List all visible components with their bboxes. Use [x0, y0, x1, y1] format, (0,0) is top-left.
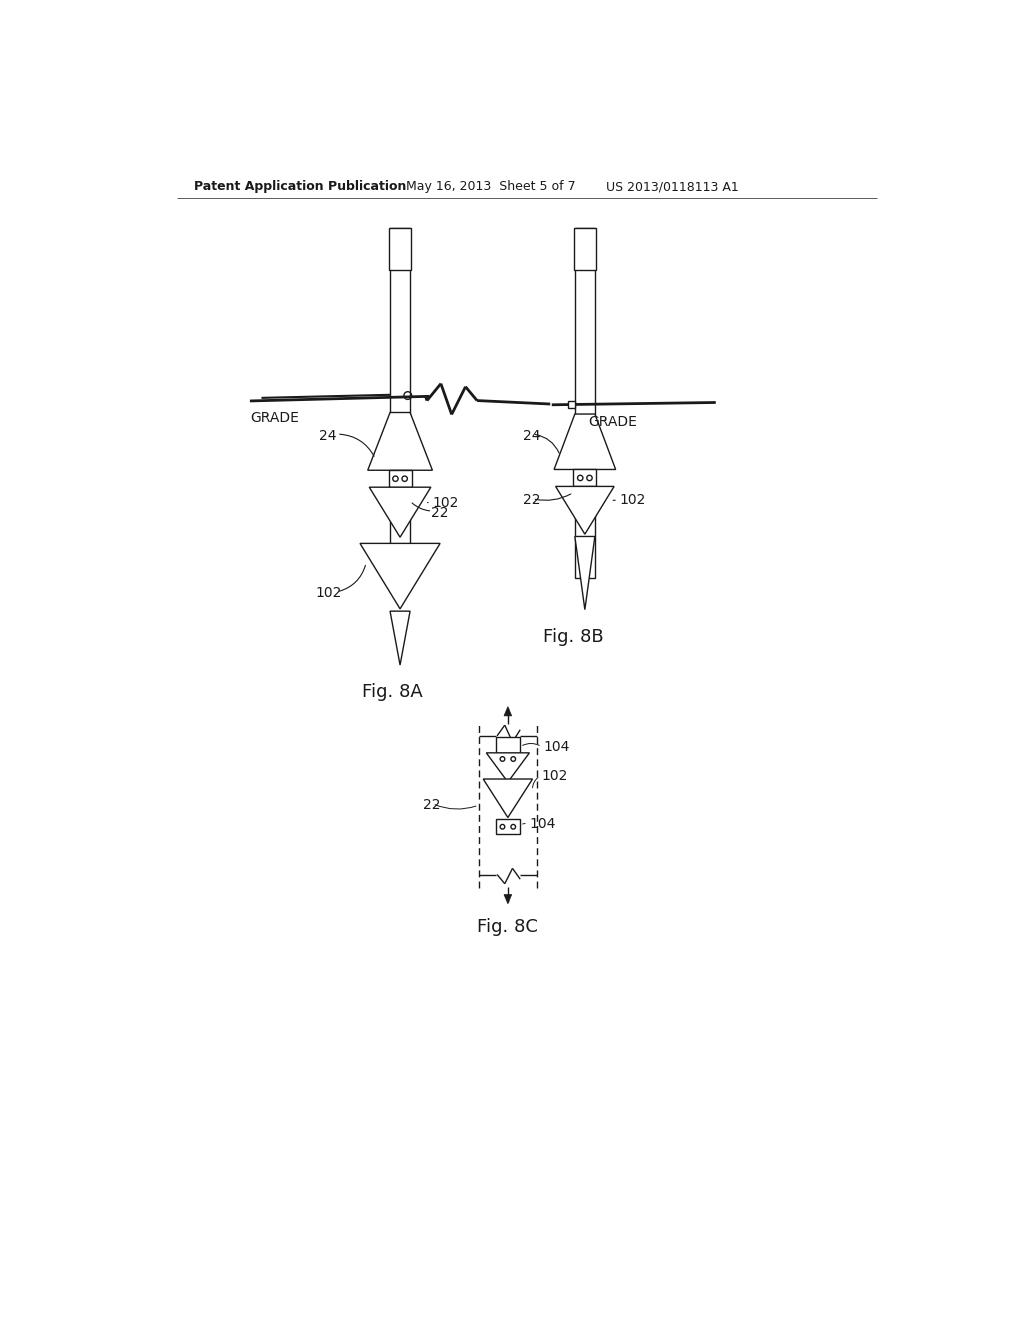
Polygon shape [360, 544, 440, 609]
Polygon shape [483, 779, 532, 817]
Text: 102: 102 [620, 494, 646, 507]
Bar [574, 228, 596, 271]
Polygon shape [504, 706, 512, 715]
Text: Patent Application Publication: Patent Application Publication [194, 181, 407, 194]
Text: 102: 102 [432, 495, 459, 510]
Polygon shape [556, 487, 614, 535]
Text: 104: 104 [544, 739, 569, 754]
Text: 22: 22 [431, 506, 449, 520]
Polygon shape [554, 414, 615, 470]
Polygon shape [390, 611, 410, 665]
Bar [573, 470, 596, 487]
Text: GRADE: GRADE [250, 411, 299, 425]
Bar [496, 818, 520, 834]
Text: 24: 24 [319, 429, 337, 442]
Polygon shape [486, 752, 529, 781]
Text: Fig. 8B: Fig. 8B [543, 627, 603, 645]
Text: Fig. 8C: Fig. 8C [477, 917, 539, 936]
Bar [389, 228, 411, 271]
Bar [388, 470, 412, 487]
Polygon shape [574, 536, 595, 610]
Text: Fig. 8A: Fig. 8A [362, 682, 423, 701]
Bar [574, 228, 595, 578]
Text: GRADE: GRADE [589, 414, 638, 429]
Polygon shape [368, 412, 432, 470]
Bar [496, 738, 520, 752]
Text: 104: 104 [529, 817, 556, 830]
Text: 24: 24 [523, 429, 541, 442]
Polygon shape [504, 895, 512, 904]
Text: May 16, 2013  Sheet 5 of 7: May 16, 2013 Sheet 5 of 7 [407, 181, 575, 194]
Text: 102: 102 [315, 586, 342, 601]
Text: US 2013/0118113 A1: US 2013/0118113 A1 [606, 181, 739, 194]
Bar [568, 401, 574, 408]
Text: 22: 22 [523, 494, 541, 507]
Text: 22: 22 [423, 799, 440, 812]
Bar [390, 228, 410, 582]
Text: 102: 102 [542, 770, 568, 783]
Polygon shape [370, 487, 431, 537]
